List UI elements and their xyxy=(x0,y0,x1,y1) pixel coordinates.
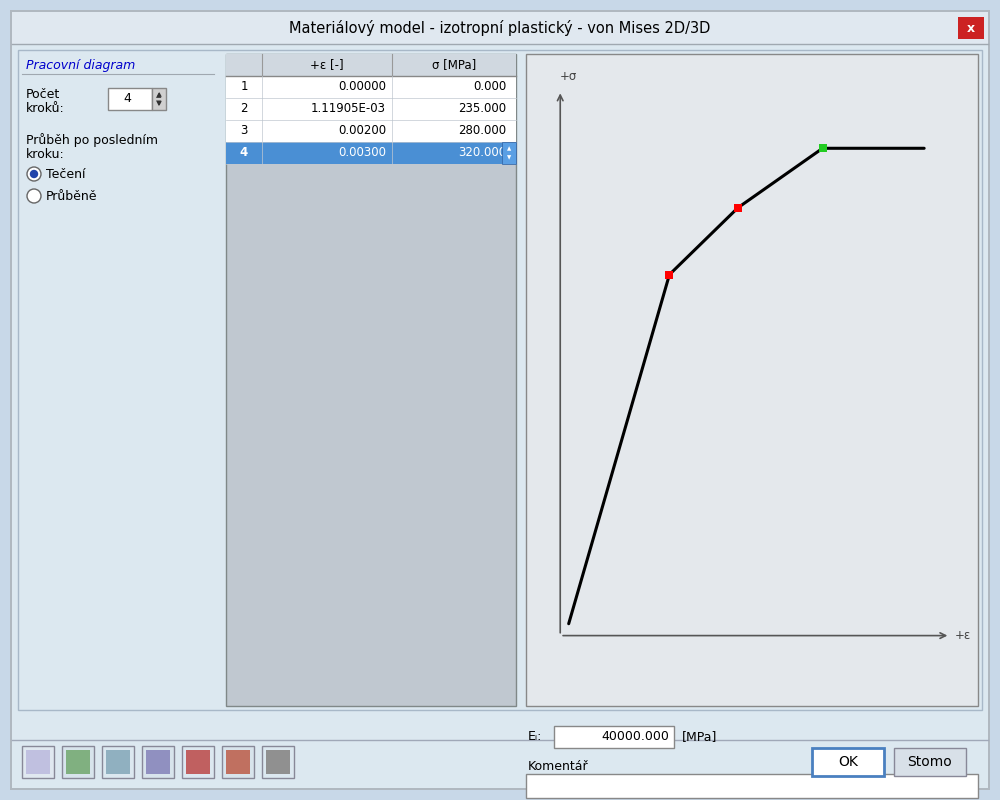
Polygon shape xyxy=(958,17,984,39)
Text: 1.11905E-03: 1.11905E-03 xyxy=(311,102,386,115)
Text: 320.000: 320.000 xyxy=(458,146,506,159)
Polygon shape xyxy=(226,54,516,706)
Text: 0.000: 0.000 xyxy=(473,81,506,94)
Polygon shape xyxy=(142,746,174,778)
Text: ▲: ▲ xyxy=(507,146,511,151)
Polygon shape xyxy=(26,750,50,774)
Text: 0.00200: 0.00200 xyxy=(338,125,386,138)
Polygon shape xyxy=(152,88,166,110)
Polygon shape xyxy=(66,750,90,774)
Polygon shape xyxy=(102,746,134,778)
Text: Tečení: Tečení xyxy=(46,167,86,181)
Text: 2: 2 xyxy=(240,102,248,115)
Polygon shape xyxy=(108,88,152,110)
Polygon shape xyxy=(182,746,214,778)
Text: 280.000: 280.000 xyxy=(458,125,506,138)
Polygon shape xyxy=(18,50,982,710)
Text: 0.00300: 0.00300 xyxy=(338,146,386,159)
Text: +ε: +ε xyxy=(954,629,971,642)
Text: x: x xyxy=(967,22,975,34)
Text: ▼: ▼ xyxy=(156,100,162,106)
Polygon shape xyxy=(226,142,516,164)
Text: σ [MPa]: σ [MPa] xyxy=(432,58,476,71)
Text: Počet: Počet xyxy=(26,87,60,101)
Circle shape xyxy=(30,170,38,178)
Text: ▼: ▼ xyxy=(507,155,511,160)
Text: +σ: +σ xyxy=(560,70,577,83)
Text: Komentář: Komentář xyxy=(528,760,589,773)
Polygon shape xyxy=(262,746,294,778)
Polygon shape xyxy=(12,740,988,786)
Text: +ε [-]: +ε [-] xyxy=(310,58,344,71)
Text: Průběně: Průběně xyxy=(46,190,98,202)
Polygon shape xyxy=(106,750,130,774)
Text: [MPa]: [MPa] xyxy=(682,730,717,743)
Polygon shape xyxy=(10,10,990,790)
Polygon shape xyxy=(894,748,966,776)
Text: OK: OK xyxy=(838,755,858,769)
Text: 40000.000: 40000.000 xyxy=(601,730,669,743)
Text: 3: 3 xyxy=(240,125,248,138)
Polygon shape xyxy=(62,746,94,778)
Text: 1: 1 xyxy=(240,81,248,94)
Text: ▲: ▲ xyxy=(157,93,161,98)
Circle shape xyxy=(27,167,41,181)
Text: Eᵢ:: Eᵢ: xyxy=(528,730,542,742)
Polygon shape xyxy=(12,12,988,44)
Text: 235.000: 235.000 xyxy=(458,102,506,115)
Text: ▲: ▲ xyxy=(156,92,162,98)
Text: 0.00000: 0.00000 xyxy=(338,81,386,94)
Polygon shape xyxy=(222,746,254,778)
Polygon shape xyxy=(812,748,884,776)
Polygon shape xyxy=(226,750,250,774)
Polygon shape xyxy=(554,726,674,748)
Text: 4: 4 xyxy=(240,146,248,159)
Text: Pracovní diagram: Pracovní diagram xyxy=(26,59,135,73)
Polygon shape xyxy=(226,120,516,142)
Polygon shape xyxy=(526,774,978,798)
Text: Průběh po posledním: Průběh po posledním xyxy=(26,133,158,147)
Polygon shape xyxy=(186,750,210,774)
Polygon shape xyxy=(22,746,54,778)
Polygon shape xyxy=(502,142,516,164)
Text: Stomo: Stomo xyxy=(908,755,952,769)
Polygon shape xyxy=(226,76,516,98)
Polygon shape xyxy=(226,54,516,76)
Text: 4: 4 xyxy=(124,93,132,106)
Polygon shape xyxy=(12,12,988,788)
Circle shape xyxy=(27,189,41,203)
Polygon shape xyxy=(266,750,290,774)
Polygon shape xyxy=(526,54,978,706)
Text: Materiálový model - izotropní plastický - von Mises 2D/3D: Materiálový model - izotropní plastický … xyxy=(289,20,711,36)
Polygon shape xyxy=(226,98,516,120)
Text: kroků:: kroků: xyxy=(26,102,65,114)
Text: kroku:: kroku: xyxy=(26,147,65,161)
Text: ▼: ▼ xyxy=(157,102,161,106)
Polygon shape xyxy=(146,750,170,774)
